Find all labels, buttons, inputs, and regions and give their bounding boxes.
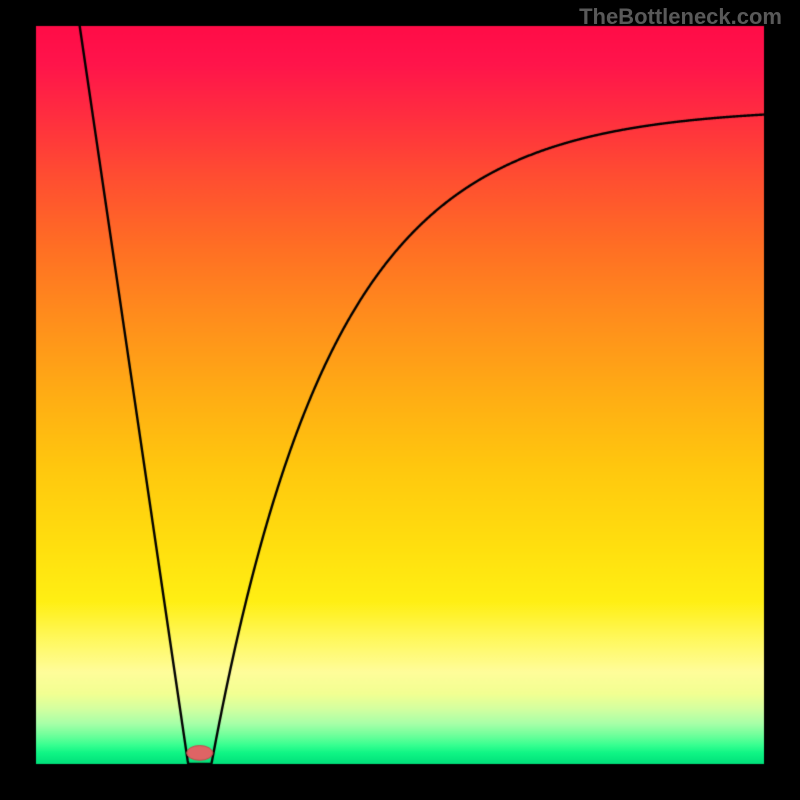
bottleneck-chart-canvas <box>0 0 800 800</box>
watermark-text: TheBottleneck.com <box>579 4 782 30</box>
chart-container: TheBottleneck.com <box>0 0 800 800</box>
